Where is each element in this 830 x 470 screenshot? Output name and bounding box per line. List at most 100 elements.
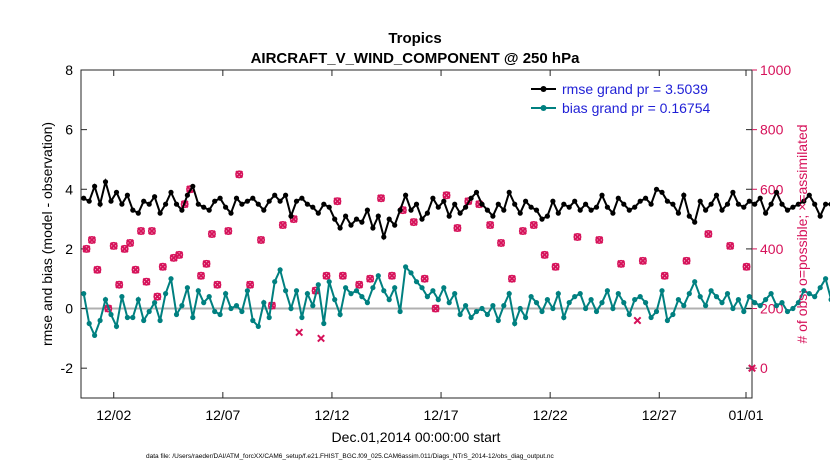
bias-point [266, 314, 272, 321]
rmse-point [239, 201, 245, 207]
bias-point [708, 288, 714, 294]
obs-possible-point [278, 221, 287, 230]
bias-point [735, 297, 742, 303]
obs-possible-point [137, 227, 146, 236]
rmse-point [353, 216, 360, 222]
bias-point [544, 297, 551, 303]
bias-point [141, 317, 147, 324]
bias-point [86, 320, 92, 327]
rmse-point [310, 204, 316, 210]
bias-point [452, 291, 458, 297]
rmse-point [626, 207, 632, 213]
bias-point [212, 308, 218, 315]
bias-point [790, 305, 796, 312]
rmse-point [184, 192, 190, 198]
bias-point [583, 305, 589, 312]
rmse-point [463, 204, 469, 210]
rmse-point [473, 189, 480, 195]
rmse-point [741, 204, 747, 210]
obs-assimilated-point [142, 277, 151, 286]
rmse-point [212, 198, 218, 204]
bias-point [528, 294, 534, 300]
obs-possible-point [289, 215, 298, 224]
bias-point [250, 317, 256, 324]
obs-possible-point [93, 265, 102, 274]
obs-possible-point [431, 304, 440, 313]
obs-assimilated-point [317, 334, 325, 343]
bias-point [784, 308, 791, 315]
rmse-point [577, 207, 583, 213]
obs-possible-point [158, 262, 167, 271]
obs-assimilated-point [420, 274, 429, 283]
obs-possible-point [387, 271, 396, 280]
obs-assimilated-point [208, 230, 216, 238]
rmse-point [490, 213, 496, 219]
bias-point [152, 300, 158, 306]
rmse-point [784, 207, 791, 213]
obs-assimilated-point [508, 274, 516, 283]
rmse-point [681, 192, 687, 198]
x-tick-label: 12/27 [642, 407, 677, 423]
obs-assimilated-point [453, 224, 462, 232]
rmse-point [790, 204, 796, 210]
rmse-point [288, 213, 294, 219]
bias-point [381, 288, 387, 294]
obs-assimilated-point [235, 170, 244, 179]
obs-assimilated-point [278, 221, 287, 229]
obs-assimilated-point [295, 328, 304, 337]
obs-assimilated-point [529, 221, 538, 229]
rmse-point [173, 201, 180, 207]
bias-point [337, 311, 343, 318]
obs-possible-point [420, 274, 429, 283]
obs-assimilated-point [595, 236, 604, 244]
bias-point [773, 303, 780, 309]
bias-point [113, 323, 120, 329]
rmse-point [768, 201, 774, 207]
rmse-point [757, 195, 763, 201]
obs-assimilated-point [617, 259, 625, 268]
obs-possible-point [131, 265, 140, 274]
rmse-point [397, 207, 403, 213]
obs-assimilated-point [704, 230, 713, 238]
bias-point [272, 279, 278, 285]
bias-point [310, 303, 316, 309]
obs-possible-point [442, 191, 451, 200]
bias-point [190, 314, 196, 321]
obs-assimilated-point [409, 218, 418, 226]
bias-point [675, 297, 682, 303]
rmse-point [653, 186, 660, 192]
rmse-point [370, 225, 376, 231]
x-tick-label: 01/01 [728, 407, 763, 423]
bias-point [217, 311, 223, 318]
obs-possible-point [87, 235, 96, 244]
obs-possible-point [704, 230, 713, 239]
bias-point [359, 294, 365, 300]
rmse-point [588, 207, 594, 213]
bias-point [719, 300, 725, 306]
rmse-point [266, 198, 272, 204]
bias-point [806, 291, 812, 297]
bias-point [233, 303, 240, 309]
y2-tick-label: 0 [760, 360, 768, 376]
bias-point [533, 300, 540, 306]
rmse-point [124, 192, 130, 198]
rmse-point [113, 189, 120, 195]
rmse-point [823, 201, 829, 207]
rmse-point [479, 201, 485, 207]
rmse-point [583, 201, 589, 207]
obs-assimilated-point [169, 253, 178, 262]
obs-assimilated-point [518, 227, 527, 235]
legend-bias-marker [540, 105, 547, 111]
bias-point [392, 285, 398, 291]
obs-possible-point [338, 271, 347, 280]
obs-assimilated-point [322, 271, 331, 280]
obs-possible-point [453, 224, 462, 233]
bias-point [763, 297, 769, 303]
bias-point [604, 288, 611, 294]
rmse-point [713, 192, 720, 198]
rmse-point [337, 225, 343, 231]
bias-point [108, 311, 114, 318]
rmse-point [408, 207, 414, 213]
rmse-point [724, 201, 731, 207]
obs-assimilated-point [202, 259, 211, 268]
